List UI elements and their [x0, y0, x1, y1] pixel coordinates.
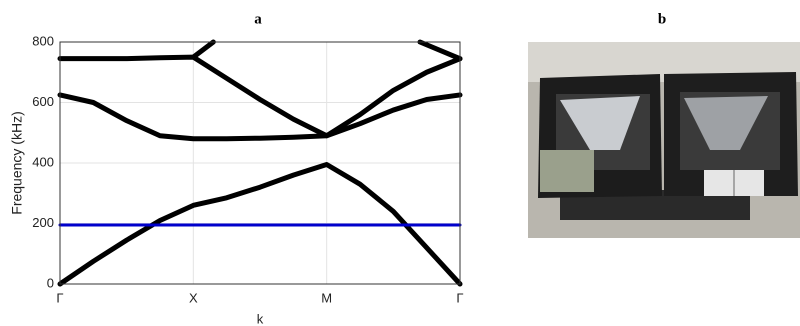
band-line — [57, 162, 463, 287]
y-tick-label: 600 — [32, 94, 54, 109]
x-tick-label: M — [321, 290, 332, 305]
band-line — [57, 54, 463, 139]
y-tick-label: 800 — [32, 33, 54, 48]
photo — [528, 42, 800, 238]
y-tick-label: 0 — [47, 275, 54, 290]
chart-title: a — [254, 11, 262, 27]
x-tick-label: Γ — [456, 290, 463, 305]
band-line — [57, 92, 463, 142]
y-tick-label: 200 — [32, 215, 54, 230]
plot-frame — [59, 41, 461, 285]
x-tick-label: Γ — [56, 290, 63, 305]
y-tick-label: 400 — [32, 154, 54, 169]
band-line — [190, 39, 463, 62]
photo-label: b — [658, 11, 666, 27]
plot-area — [57, 39, 463, 287]
y-axis-label: Frequency (kHz) — [9, 111, 25, 214]
x-tick-label: X — [189, 290, 198, 305]
x-axis-label: k — [257, 311, 264, 326]
